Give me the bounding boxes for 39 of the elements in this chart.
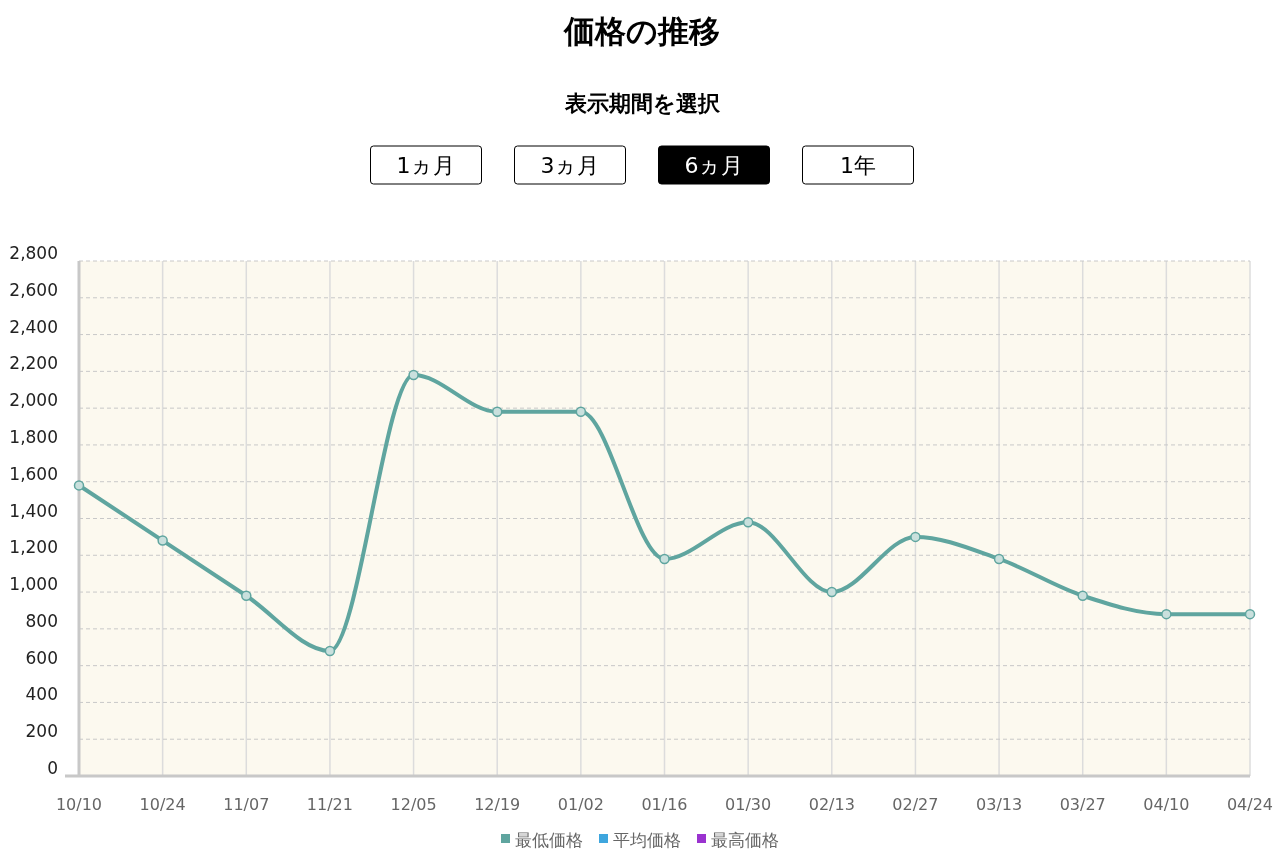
legend-label: 最低価格: [515, 830, 583, 850]
y-tick-label: 0: [47, 758, 58, 778]
x-tick-label: 10/10: [55, 795, 103, 814]
x-tick-label: 04/10: [1143, 795, 1190, 814]
x-tick-label: 04/24: [1226, 795, 1274, 814]
legend-label: 平均価格: [613, 830, 681, 850]
x-tick-label: 03/27: [1059, 795, 1106, 814]
x-tick-label: 10/24: [139, 795, 186, 814]
x-tick-label: 01/02: [557, 795, 604, 814]
text: 6ヵ月: [684, 153, 744, 178]
y-tick-label: 2,200: [9, 353, 58, 374]
x-tick-label: 12/05: [390, 795, 437, 814]
x-tick-label: 01/30: [725, 795, 772, 814]
y-tick-label: 200: [25, 721, 58, 742]
x-tick-label: 02/27: [892, 795, 939, 814]
y-tick-label: 1,600: [9, 463, 58, 484]
y-tick-label: 2,600: [9, 279, 58, 300]
y-tick-label: 800: [25, 610, 58, 631]
x-tick-label: 02/13: [808, 795, 855, 814]
y-tick-label: 400: [25, 684, 58, 705]
y-tick-label: 1,800: [9, 426, 58, 447]
y-tick-label: 1,000: [9, 574, 58, 595]
legend-label: 最高価格: [711, 830, 779, 850]
y-tick-label: 1,200: [9, 537, 58, 558]
y-tick-label: 2,800: [9, 243, 58, 263]
x-tick-label: 03/13: [976, 795, 1023, 814]
x-tick-label: 11/21: [306, 795, 353, 814]
y-tick-label: 600: [25, 647, 58, 668]
y-tick-label: 1,400: [9, 500, 58, 521]
chart-title: 価格の推移: [563, 13, 720, 49]
text: 3ヵ月: [540, 153, 600, 178]
x-tick-label: 01/16: [641, 795, 688, 814]
y-tick-label: 2,400: [9, 316, 58, 337]
text: 1年: [840, 153, 876, 178]
x-tick-label: 12/19: [474, 795, 521, 814]
x-tick-label: 11/07: [223, 795, 270, 814]
chart-subtitle: 表示期間を選択: [563, 91, 721, 116]
text: 1ヵ月: [396, 153, 456, 178]
y-tick-label: 2,000: [9, 390, 58, 411]
